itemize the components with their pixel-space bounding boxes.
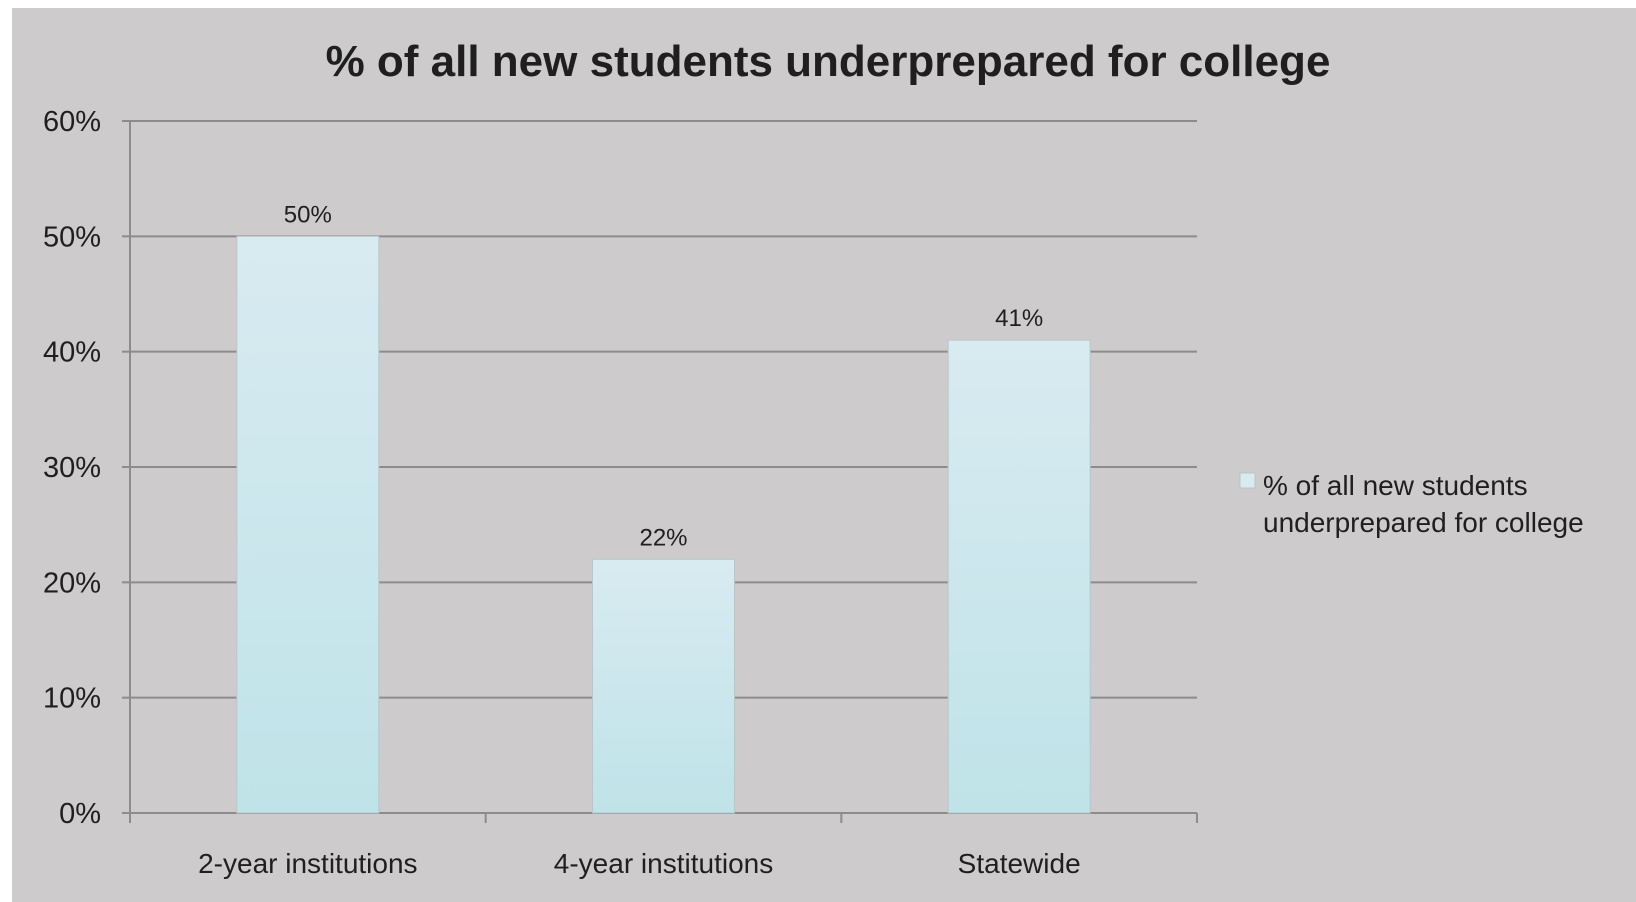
bars: 50% 22% 41% (236, 201, 1091, 814)
chart-title: % of all new students underprepared for … (326, 37, 1331, 86)
y-tick-label: 20% (43, 567, 101, 599)
y-tick-label: 0% (59, 798, 101, 830)
y-tick-label: 60% (43, 106, 101, 138)
data-label: 22% (639, 524, 687, 551)
legend: % of all new students underprepared for c… (1239, 470, 1584, 538)
legend-label: % of all new students underprepared for c… (1263, 470, 1584, 538)
bar (592, 558, 735, 814)
data-label: 41% (995, 305, 1043, 332)
legend-swatch (1239, 472, 1256, 489)
data-label: 50% (284, 201, 332, 228)
y-tick-label: 40% (43, 337, 101, 369)
bar (947, 339, 1091, 814)
bar (236, 235, 380, 814)
x-tick-label: Statewide (958, 848, 1081, 879)
y-tick-label: 30% (43, 452, 101, 484)
x-tick-label: 2-year institutions (198, 848, 417, 879)
y-tick-label: 10% (43, 683, 101, 715)
y-tick-label: 50% (43, 221, 101, 253)
x-tick-label: 4-year institutions (554, 848, 773, 879)
